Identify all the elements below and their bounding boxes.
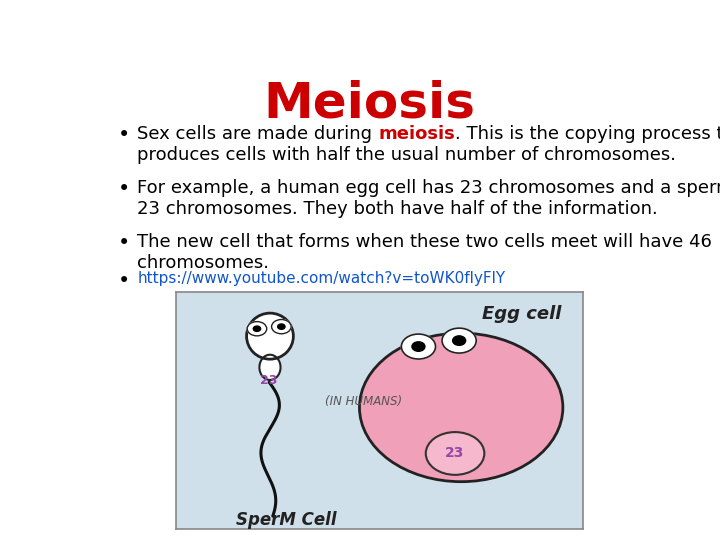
Text: •: • [118,125,130,145]
Ellipse shape [259,355,281,380]
Text: The new cell that forms when these two cells meet will have 46
chromosomes.: The new cell that forms when these two c… [138,233,712,272]
Text: Sex cells are made during: Sex cells are made during [138,125,378,143]
Text: produces cells with half the usual number of chromosomes.: produces cells with half the usual numbe… [138,146,676,164]
Circle shape [278,324,285,329]
Text: meiosis: meiosis [378,125,455,143]
Text: Meiosis: Meiosis [263,79,475,127]
Text: https://www.youtube.com/watch?v=toWK0flyFlY: https://www.youtube.com/watch?v=toWK0fly… [138,271,505,286]
Circle shape [426,432,485,475]
Circle shape [359,333,563,482]
Circle shape [247,322,266,336]
Text: SperM Cell: SperM Cell [236,511,336,529]
Circle shape [412,342,425,352]
Text: •: • [118,271,130,291]
Circle shape [442,328,476,353]
Text: •: • [118,233,130,253]
Circle shape [401,334,436,359]
Text: (IN HUMANS): (IN HUMANS) [325,395,402,408]
Circle shape [453,336,466,346]
Circle shape [271,320,291,334]
Text: . This is the copying process that: . This is the copying process that [455,125,720,143]
Ellipse shape [246,313,293,359]
Text: Egg cell: Egg cell [482,305,562,323]
Text: For example, a human egg cell has 23 chromosomes and a sperm cell has
23 chromos: For example, a human egg cell has 23 chr… [138,179,720,218]
Text: 23: 23 [446,447,464,461]
Text: •: • [118,179,130,199]
Text: 23: 23 [261,374,278,387]
Circle shape [253,326,261,332]
